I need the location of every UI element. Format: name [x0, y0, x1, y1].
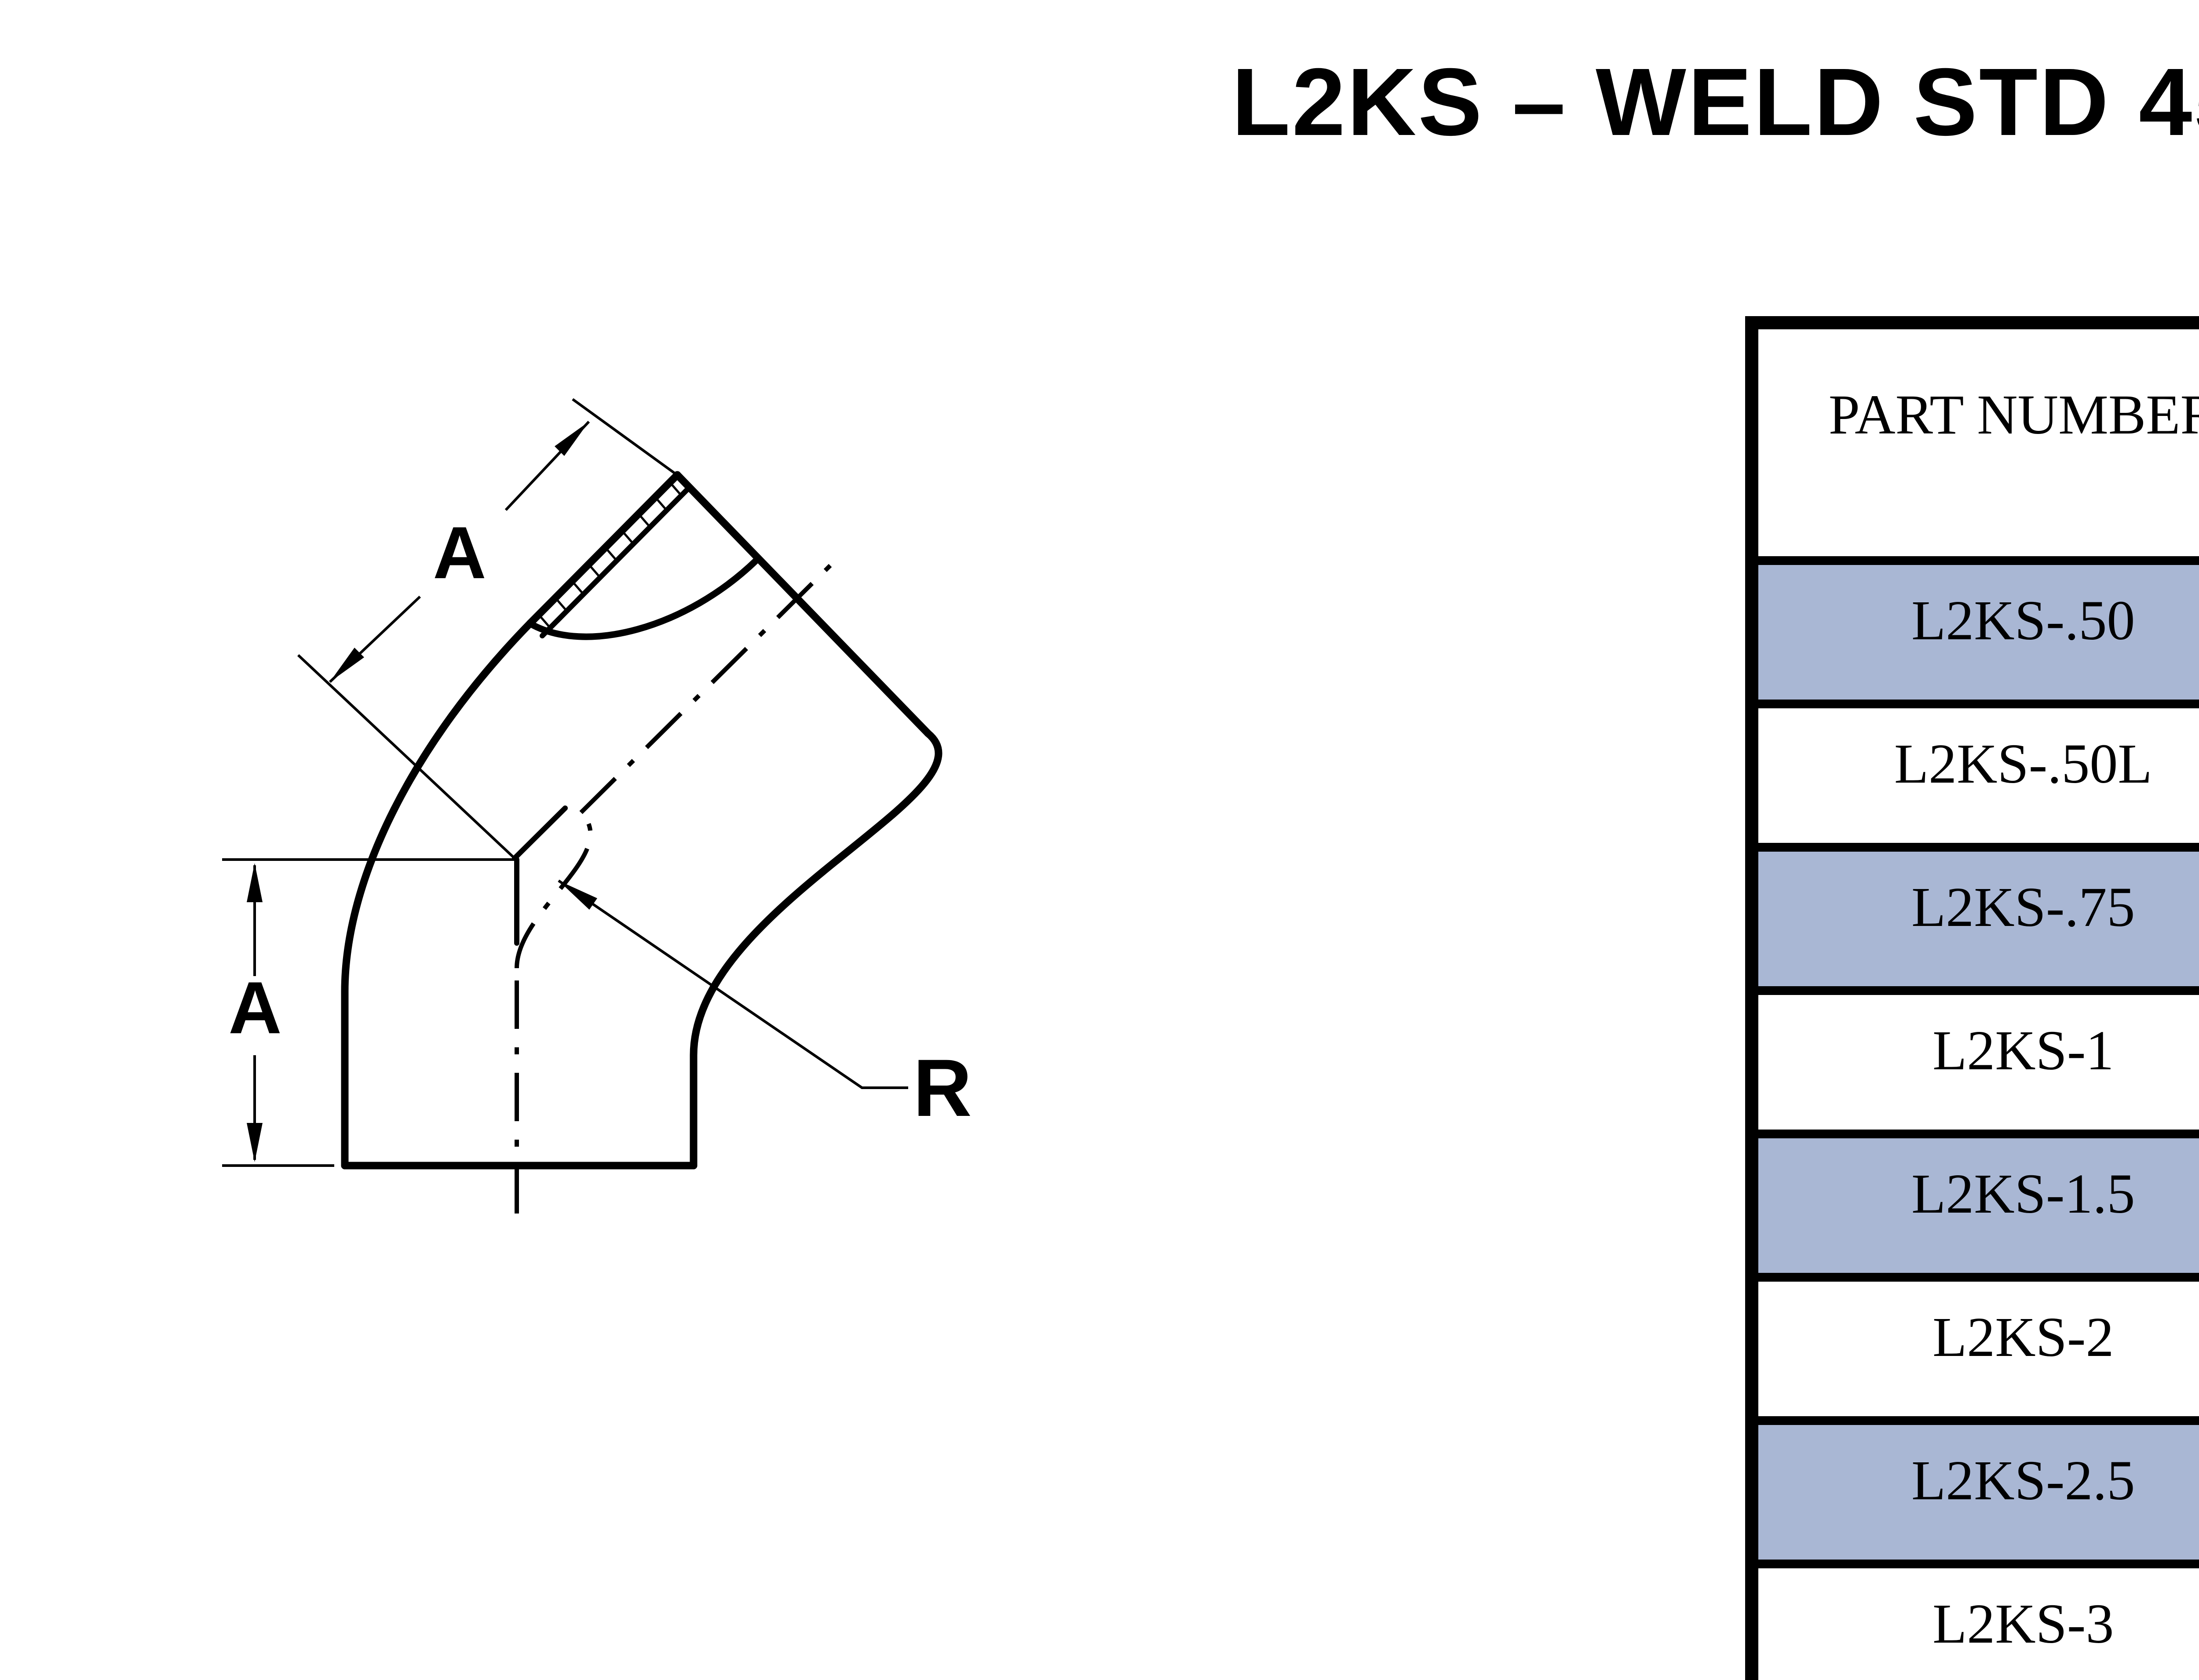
arrowheads [247, 422, 597, 1162]
radius-leader-line [558, 879, 908, 1089]
label-dim-top: A [433, 511, 486, 594]
weld-face-inner [540, 485, 692, 638]
table-row: L2KS-.501/22.250.750 [1748, 556, 2199, 708]
arrow-upperdim-upright-icon [555, 422, 589, 456]
label-dim-left: A [228, 966, 281, 1049]
part-cell: L2KS-.75 [1748, 843, 2199, 995]
arrow-radius-icon [559, 881, 597, 910]
weld-face-outer [526, 471, 681, 627]
column-header-part-number: PART NUMBER [1748, 318, 2199, 565]
table-header: PART NUMBERSIZE(inches)A(inches)R(inches… [1748, 318, 2199, 565]
dimension-table: PART NUMBERSIZE(inches)A(inches)R(inches… [1745, 316, 2199, 1680]
table-row: L2KS-333.6884.500 [1748, 1560, 2199, 1680]
pipe-mouth-arc [526, 556, 761, 640]
table-row: L2KS-222.3123.000 [1748, 1273, 2199, 1425]
bend-crease-45 [512, 805, 568, 861]
pipe-centerline [515, 563, 833, 1214]
label-radius: R [913, 1043, 972, 1133]
part-cell: L2KS-1 [1748, 986, 2199, 1138]
part-cell: L2KS-2.5 [1748, 1416, 2199, 1568]
extension-line-upper-2b [572, 398, 679, 477]
part-cell: L2KS-3 [1748, 1560, 2199, 1680]
page-title: L2KS – WELD STD 45 ELBOW [1231, 49, 2199, 156]
part-cell: L2KS-1.5 [1748, 1130, 2199, 1282]
table-row: L2KS-111.1881.500 [1748, 986, 2199, 1138]
centerline-45deg [579, 563, 833, 814]
pipe-left-wall [341, 620, 534, 1170]
table-row: L2KS-.753/42.2501.125 [1748, 843, 2199, 995]
elbow-diagram: A A R [222, 398, 972, 1214]
extension-line-upper-1 [297, 654, 516, 860]
centerline-bend-arc [515, 811, 593, 969]
arrow-up-icon [247, 863, 263, 902]
table-row: L2KS-.50L1/22.2501.125 [1748, 700, 2199, 852]
table-row: L2KS-2.52-1/23.0003.750 [1748, 1416, 2199, 1568]
part-cell: L2KS-2 [1748, 1273, 2199, 1425]
arrow-down-icon [247, 1123, 263, 1162]
arrow-upperdim-downleft-icon [330, 648, 364, 682]
table-row: L2KS-1.51-1/21.6252.250 [1748, 1130, 2199, 1282]
weld-bevel-hatch [538, 482, 683, 629]
elbow-outline [341, 471, 942, 1170]
dimension-lines [222, 398, 908, 1167]
part-cell: L2KS-.50 [1748, 556, 2199, 708]
pipe-right-45-wall [673, 471, 932, 737]
pipe-right-wall [690, 729, 942, 1170]
part-cell: L2KS-.50L [1748, 700, 2199, 852]
